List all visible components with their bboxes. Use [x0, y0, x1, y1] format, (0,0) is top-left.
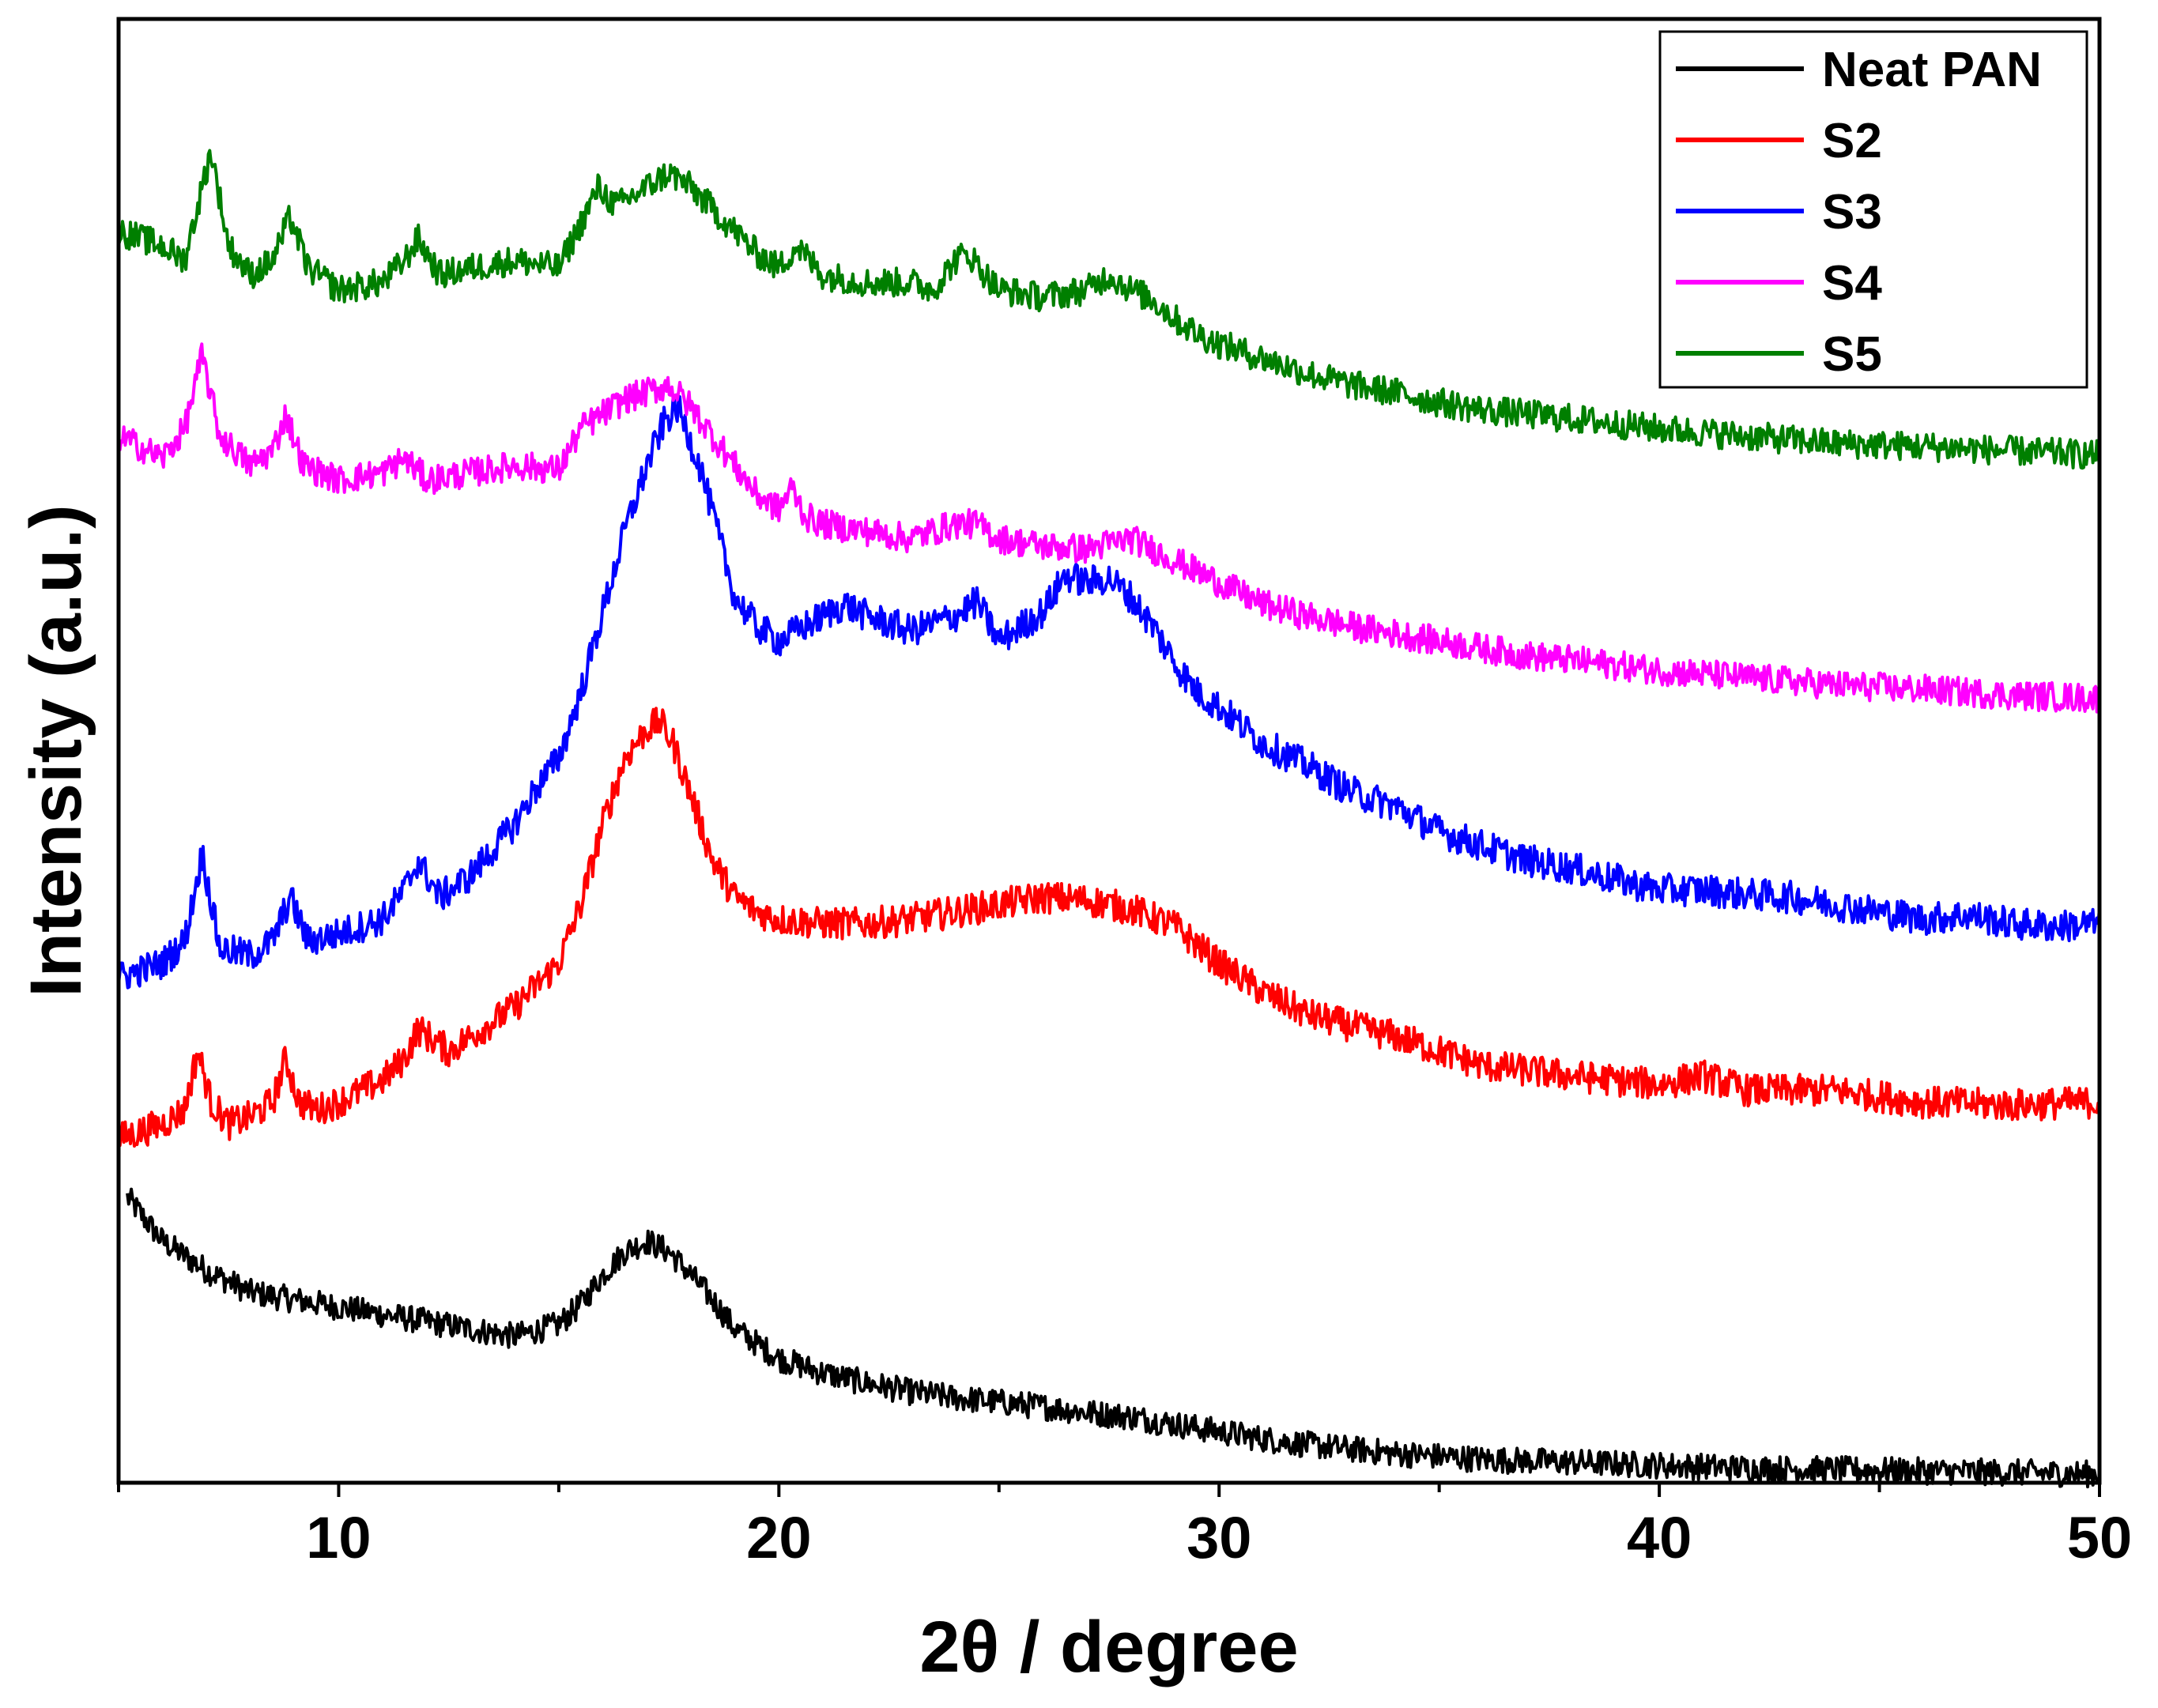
x-axis-title: 2θ / degree: [919, 1607, 1298, 1687]
x-tick-label: 30: [1187, 1505, 1251, 1570]
x-tick-label: 20: [746, 1505, 811, 1570]
x-tick-label: 40: [1627, 1505, 1692, 1570]
plot-frame: [116, 17, 2102, 1485]
series-line-s2: [117, 707, 2101, 1148]
x-tick-label: 50: [2067, 1505, 2132, 1570]
x-axis-ticks: 10 20 30 40 50: [117, 1483, 2132, 1570]
series-line-s5: [117, 149, 2101, 470]
legend-label: Neat PAN: [1822, 43, 2042, 97]
legend: Neat PAN S2 S3 S4 S5: [1658, 30, 2088, 389]
x-tick-label: 10: [306, 1505, 371, 1570]
legend-label: S5: [1822, 327, 1882, 382]
legend-label: S4: [1822, 256, 1882, 311]
series-group: [117, 149, 2101, 1489]
y-axis-title: Intensity (a.u.): [16, 504, 96, 997]
series-line-s4: [117, 342, 2101, 714]
series-line-neat-pan: [126, 1187, 2101, 1489]
legend-label: S2: [1822, 114, 1882, 168]
series-line-s3: [117, 394, 2101, 990]
legend-label: S3: [1822, 185, 1882, 239]
